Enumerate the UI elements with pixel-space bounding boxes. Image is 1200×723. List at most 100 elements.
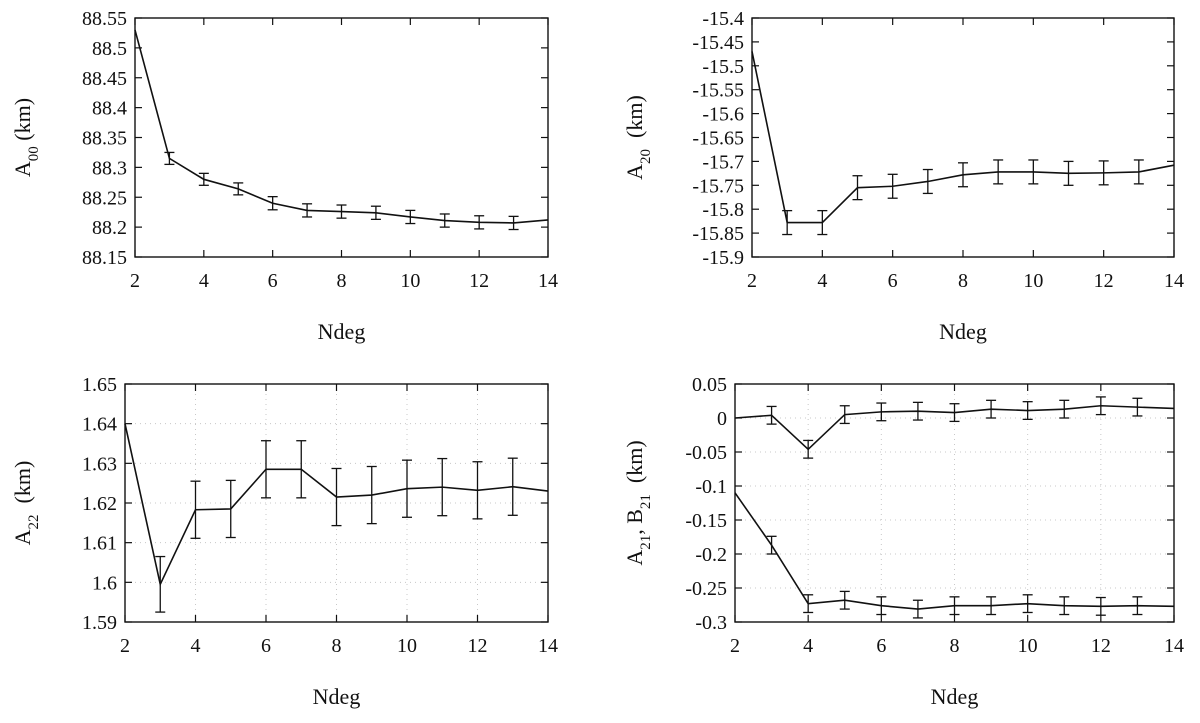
error-bar: [437, 457, 448, 517]
error-bar: [507, 457, 518, 516]
y-tick-label: 1.63: [82, 453, 117, 475]
x-tick-label: 10: [400, 270, 420, 292]
x-tick-label: 12: [1094, 270, 1114, 292]
error-bar: [1133, 159, 1144, 185]
error-bar: [993, 159, 1004, 185]
x-axis-title: Ndeg: [313, 684, 361, 709]
error-bar: [233, 182, 244, 196]
x-tick-label: 6: [876, 635, 886, 657]
error-bar: [782, 209, 793, 236]
error-bar: [817, 209, 828, 236]
error-bar: [439, 213, 450, 228]
x-tick-label: 14: [1164, 270, 1184, 292]
series-line-1: [134, 29, 549, 224]
x-tick-label: 12: [1091, 635, 1111, 657]
error-bar: [267, 196, 278, 211]
error-bar: [852, 175, 863, 201]
error-bar: [302, 203, 313, 218]
error-bar: [402, 459, 412, 518]
y-axis-title: A21, B21 (km): [622, 440, 654, 565]
error-bar: [331, 467, 342, 527]
error-bar: [949, 596, 960, 616]
y-tick-label: 1.6: [92, 572, 117, 594]
plot-frame: [124, 383, 549, 623]
y-tick-label: -15.75: [692, 175, 744, 197]
y-axis-title: A00 (km): [10, 98, 42, 177]
x-tick-label: 4: [817, 270, 827, 292]
error-bar: [1063, 160, 1074, 186]
y-axis-title: A22 (km): [10, 461, 42, 546]
error-bar: [225, 479, 236, 539]
chart-panel-1: 2 4 6 8 10 12 14 88.15 88.2 88.25 88.3 88.35 88.4 88.…: [10, 8, 558, 344]
x-tick-label: 4: [199, 270, 209, 292]
x-tick-label: 4: [803, 635, 813, 657]
x-tick-label: 10: [397, 635, 417, 657]
y-tick-label: 88.4: [92, 98, 127, 120]
x-axis-title: Ndeg: [318, 319, 366, 344]
x-tick-label: 14: [1164, 635, 1184, 657]
error-bar: [876, 596, 887, 616]
error-bar: [912, 599, 923, 619]
x-tick-label: 8: [950, 635, 960, 657]
y-tick-label: -0.3: [695, 612, 727, 634]
error-bar: [1059, 399, 1070, 419]
error-bar: [1095, 396, 1106, 416]
y-tick-label: -15.85: [692, 223, 744, 245]
series-line-2: [734, 492, 1175, 610]
y-tick-label: -15.6: [702, 104, 744, 126]
error-bar: [1095, 596, 1106, 616]
error-bar: [508, 215, 519, 231]
x-tick-label: 14: [538, 270, 558, 292]
x-tick-label: 10: [1018, 635, 1038, 657]
y-axis-title: A20 (km): [622, 95, 654, 180]
error-bar: [336, 204, 347, 219]
y-tick-label: -15.65: [692, 128, 744, 150]
error-bar: [876, 402, 887, 422]
error-bar: [1022, 401, 1033, 421]
y-tick-label: 88.15: [82, 247, 127, 269]
error-bar: [190, 480, 201, 539]
error-bar: [370, 205, 381, 221]
error-bar: [261, 440, 271, 499]
y-tick-label: 88.3: [92, 157, 127, 179]
error-bar: [887, 173, 898, 199]
x-tick-label: 8: [332, 635, 342, 657]
y-tick-label: -0.1: [695, 476, 727, 498]
x-tick-label: 12: [469, 270, 489, 292]
y-tick-label: -15.9: [702, 247, 744, 269]
y-tick-label: 1.61: [82, 533, 117, 555]
error-bar: [803, 594, 814, 614]
error-bar: [986, 596, 997, 616]
y-tick-label: -15.7: [702, 151, 744, 173]
y-tick-label: 88.2: [92, 217, 127, 239]
x-tick-label: 2: [747, 270, 757, 292]
y-tick-label: 1.65: [82, 374, 117, 396]
x-axis-title: Ndeg: [931, 684, 979, 709]
y-tick-label: -15.8: [702, 199, 744, 221]
x-tick-label: 8: [958, 270, 968, 292]
y-tick-label: -0.05: [685, 442, 727, 464]
error-bar: [155, 555, 166, 613]
y-tick-label: 88.55: [82, 8, 127, 30]
plot-frame: [751, 17, 1175, 258]
x-tick-label: 4: [191, 635, 201, 657]
error-bar: [366, 465, 377, 525]
y-tick-label: -15.5: [702, 56, 744, 78]
y-tick-label: 88.5: [92, 38, 127, 60]
x-tick-label: 12: [468, 635, 488, 657]
error-bar: [474, 215, 485, 230]
error-bar: [922, 168, 933, 195]
error-bar: [1022, 594, 1033, 614]
y-tick-label: -0.15: [685, 510, 727, 532]
x-axis-title: Ndeg: [939, 319, 987, 344]
error-bar: [198, 172, 209, 186]
error-bar: [949, 403, 960, 423]
error-bar: [472, 461, 483, 520]
error-bar: [1098, 160, 1109, 186]
error-bar: [1132, 596, 1143, 616]
error-bar: [405, 209, 416, 225]
x-tick-label: 8: [337, 270, 347, 292]
x-tick-label: 2: [730, 635, 740, 657]
y-tick-label: 1.64: [82, 414, 117, 436]
